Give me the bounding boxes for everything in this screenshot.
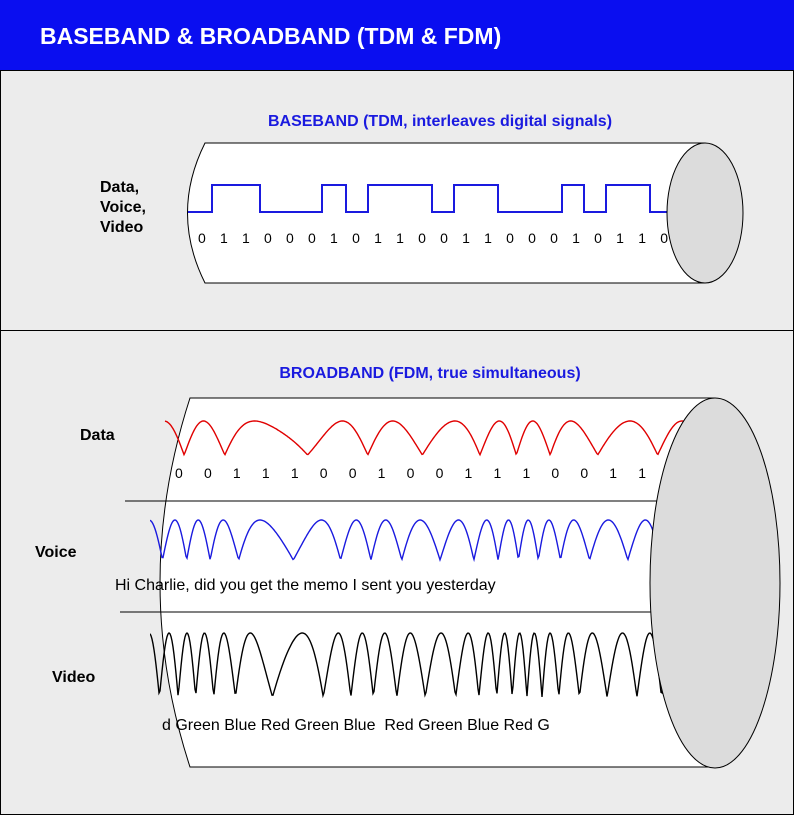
cylinder-end bbox=[650, 398, 780, 768]
baseband-label: Voice, bbox=[100, 199, 146, 216]
channel-label: Video bbox=[52, 669, 96, 686]
header-title: BASEBAND & BROADBAND (TDM & FDM) bbox=[40, 23, 501, 49]
bit-sequence: 0 1 1 0 0 0 1 0 1 1 0 0 1 1 0 0 0 1 0 1 … bbox=[198, 230, 668, 246]
diagram: BASEBAND & BROADBAND (TDM & FDM) BASEBAN… bbox=[0, 0, 794, 815]
channel-label: Voice bbox=[35, 544, 77, 561]
broadband-title: BROADBAND (FDM, true simultaneous) bbox=[279, 365, 580, 382]
channel-content: Hi Charlie, did you get the memo I sent … bbox=[115, 577, 496, 594]
channel-content: d Green Blue Red Green Blue Red Green Bl… bbox=[162, 717, 550, 734]
baseband-label: Data, bbox=[100, 179, 139, 196]
channel-label: Data bbox=[80, 427, 115, 444]
cylinder-end bbox=[667, 143, 743, 283]
baseband-label: Video bbox=[100, 219, 144, 236]
channel-content: 0 0 1 1 1 0 0 1 0 0 1 1 1 0 0 1 1 1 bbox=[175, 465, 675, 481]
baseband-title: BASEBAND (TDM, interleaves digital signa… bbox=[268, 113, 612, 130]
